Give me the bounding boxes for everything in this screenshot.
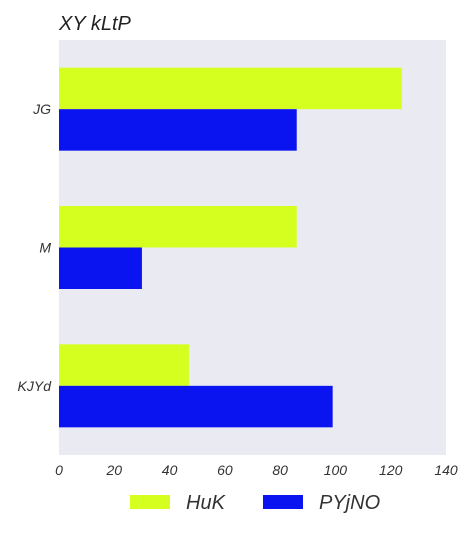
x-tick-label: 100 xyxy=(324,462,348,478)
bar-JG-HuK xyxy=(59,67,402,110)
bar-KJYd-PYjNO xyxy=(59,385,333,428)
x-tick-label: 60 xyxy=(217,462,233,478)
x-tick-label: 20 xyxy=(105,462,122,478)
bar-M-PYjNO xyxy=(59,247,142,289)
x-tick-label: 120 xyxy=(379,462,403,478)
bar-JG-PYjNO xyxy=(59,109,297,151)
x-tick-label: 140 xyxy=(434,462,458,478)
legend-swatch-HuK xyxy=(130,495,170,509)
x-tick-labels: 0 20 40 60 80 100 120 140 xyxy=(55,462,458,478)
bar-KJYd-HuK xyxy=(59,344,189,386)
bar-M-HuK xyxy=(59,206,297,248)
chart-title: XY kLtP xyxy=(58,13,132,35)
y-tick-labels: JG M KJYd xyxy=(18,101,53,394)
y-tick-label: M xyxy=(39,240,51,256)
legend-swatch-PYjNO xyxy=(263,495,303,509)
legend-label-PYjNO: PYjNO xyxy=(319,492,380,514)
legend: HuK PYjNO xyxy=(130,492,380,514)
y-tick-label: JG xyxy=(32,101,51,117)
y-tick-label: KJYd xyxy=(18,378,53,394)
x-tick-label: 40 xyxy=(162,462,178,478)
x-tick-label: 0 xyxy=(55,462,63,478)
x-tick-label: 80 xyxy=(272,462,288,478)
legend-label-HuK: HuK xyxy=(186,492,227,514)
bars-group xyxy=(59,67,402,428)
